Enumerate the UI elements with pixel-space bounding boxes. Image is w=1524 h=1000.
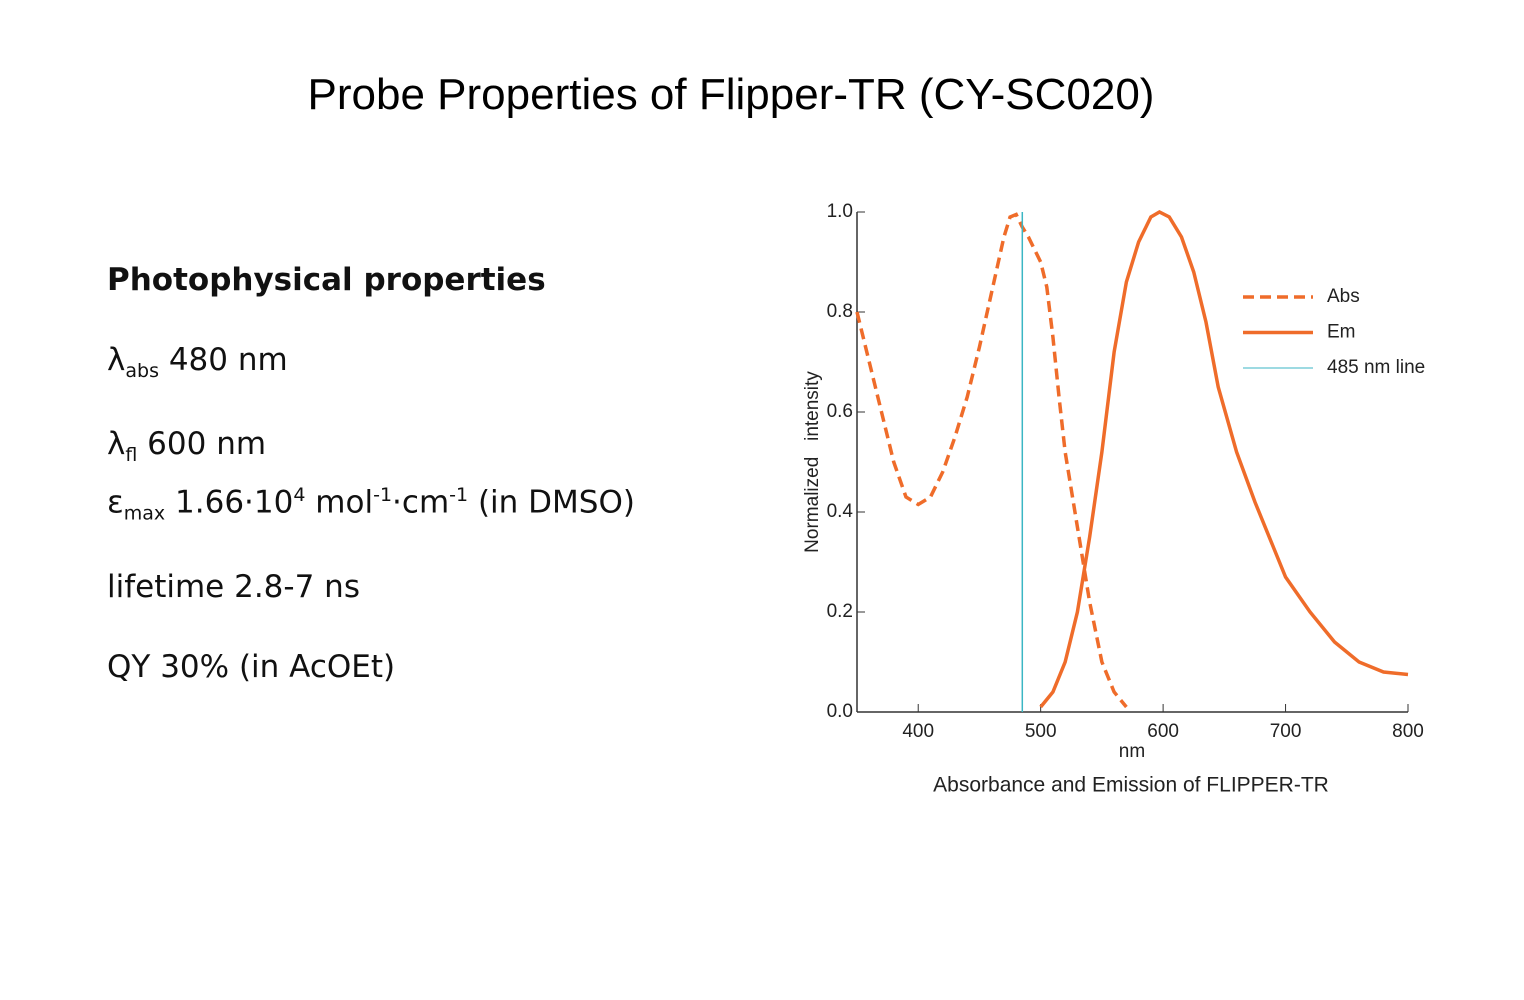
- property-text: mol: [305, 484, 374, 521]
- property-text: 480 nm: [158, 342, 288, 378]
- property-text: λ: [107, 426, 126, 463]
- properties-heading: Photophysical properties: [107, 262, 546, 298]
- property-sub: abs: [125, 360, 159, 383]
- property-line: λfl 600 nm: [107, 426, 635, 466]
- y-tick-label: 0.0: [827, 701, 853, 722]
- property-sup: 4: [293, 484, 306, 507]
- property-line: εmax 1.66·104 mol-1·cm-1 (in DMSO): [107, 484, 635, 525]
- properties: Photophysical properties λabs 480 nm λfl …: [107, 262, 635, 729]
- series-line: [1039, 210, 1409, 709]
- property-sub: max: [123, 502, 166, 525]
- x-tick-label: 500: [1025, 721, 1057, 742]
- property-text: λ: [107, 342, 126, 378]
- property-sup: -1: [373, 484, 393, 507]
- property-sub: fl: [125, 444, 138, 467]
- y-tick-label: 1.0: [827, 201, 853, 222]
- series-line: [855, 212, 1128, 709]
- property-text: 600 nm: [137, 426, 267, 463]
- x-tick-label: 600: [1147, 721, 1179, 742]
- property-text: ·cm: [392, 484, 450, 521]
- legend-label: Em: [1327, 322, 1356, 343]
- slide-title: Probe Properties of Flipper-TR (CY-SC020…: [307, 70, 1155, 119]
- property-text: ε: [107, 484, 124, 521]
- property-text: lifetime 2.8-7 ns: [107, 568, 360, 605]
- y-axis-label: Normalized intensity: [802, 371, 823, 553]
- property-line: QY 30% (in AcOEt): [107, 649, 635, 685]
- property-line: λabs 480 nm: [107, 342, 635, 382]
- y-tick-label: 0.6: [827, 401, 853, 422]
- x-tick-label: 800: [1392, 721, 1424, 742]
- x-axis-label: nm: [1119, 741, 1145, 762]
- property-text: 1.66·10: [165, 484, 294, 521]
- y-tick-label: 0.4: [827, 501, 854, 522]
- property-line: lifetime 2.8-7 ns: [107, 569, 635, 605]
- property-sup: -1: [449, 484, 469, 507]
- y-tick-label: 0.2: [827, 601, 853, 622]
- y-tick-label: 0.8: [827, 301, 853, 322]
- legend-label: 485 nm line: [1327, 357, 1425, 378]
- property-text: (in DMSO): [468, 484, 635, 521]
- property-text: QY 30% (in AcOEt): [107, 648, 396, 685]
- chart-caption: Absorbance and Emission of FLIPPER-TR: [933, 774, 1329, 797]
- x-tick-label: 400: [902, 721, 934, 742]
- legend-label: Abs: [1327, 286, 1360, 307]
- x-tick-label: 700: [1270, 721, 1302, 742]
